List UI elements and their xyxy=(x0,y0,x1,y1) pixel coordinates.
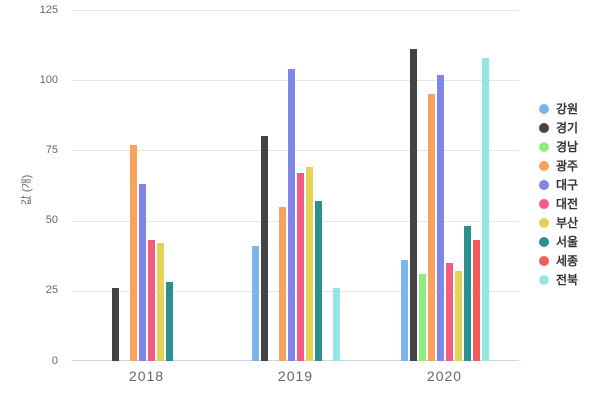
bar[interactable] xyxy=(400,259,408,361)
legend-item[interactable]: 서울 xyxy=(539,236,578,248)
legend-item-label: 대전 xyxy=(556,197,579,211)
gridline xyxy=(72,80,519,82)
y-axis-title: 값 (개) xyxy=(21,174,33,206)
x-axis-tick-label: 2018 xyxy=(128,368,165,384)
legend-item-label: 강원 xyxy=(556,102,579,116)
legend-item-label: 전북 xyxy=(556,273,579,287)
x-axis-tick-labels: 2018 2019 2020 xyxy=(72,368,519,384)
bar[interactable] xyxy=(427,94,435,361)
bar-groups xyxy=(72,10,519,361)
x-axis-tick-label: 2020 xyxy=(426,368,463,384)
bar[interactable] xyxy=(260,136,268,361)
y-axis-tick-label: 0 xyxy=(51,354,58,367)
legend-item-label: 세종 xyxy=(556,254,579,268)
legend-item[interactable]: 경기 xyxy=(539,122,578,134)
legend-item[interactable]: 세종 xyxy=(539,255,578,267)
bar[interactable] xyxy=(409,49,417,361)
bar[interactable] xyxy=(287,68,295,361)
y-axis-tick-label: 50 xyxy=(45,214,58,227)
legend-item[interactable]: 경남 xyxy=(539,141,578,153)
legend-item-label: 경남 xyxy=(556,140,579,154)
y-axis-tick-label: 100 xyxy=(39,73,58,86)
bar[interactable] xyxy=(147,240,155,361)
bar[interactable] xyxy=(472,240,480,361)
legend-marker-icon xyxy=(539,256,549,266)
legend-item[interactable]: 부산 xyxy=(539,217,578,229)
legend-item[interactable]: 대전 xyxy=(539,198,578,210)
bar[interactable] xyxy=(278,206,286,361)
bar[interactable] xyxy=(481,57,489,361)
legend-item-label: 경기 xyxy=(556,121,579,135)
bar[interactable] xyxy=(445,262,453,361)
gridline xyxy=(72,150,519,152)
y-axis-tick-label: 25 xyxy=(45,284,58,297)
bar[interactable] xyxy=(165,282,173,361)
legend-marker-icon xyxy=(539,180,549,190)
bar[interactable] xyxy=(111,288,119,361)
legend-item[interactable]: 광주 xyxy=(539,160,578,172)
legend-marker-icon xyxy=(539,123,549,133)
bar[interactable] xyxy=(418,273,426,361)
bar[interactable] xyxy=(138,184,146,361)
plot-area xyxy=(72,10,519,361)
bar[interactable] xyxy=(314,200,322,361)
bar[interactable] xyxy=(296,172,304,361)
y-axis-tick-label: 125 xyxy=(39,3,58,16)
legend-item-label: 서울 xyxy=(556,235,579,249)
bar-group-2019 xyxy=(221,10,370,361)
legend-marker-icon xyxy=(539,161,549,171)
legend-item-label: 대구 xyxy=(556,178,579,192)
legend-marker-icon xyxy=(539,275,549,285)
legend-item[interactable]: 전북 xyxy=(539,274,578,286)
legend-item-label: 부산 xyxy=(556,216,579,230)
bar[interactable] xyxy=(305,167,313,361)
legend-marker-icon xyxy=(539,104,549,114)
bar[interactable] xyxy=(436,74,444,361)
gridline xyxy=(72,290,519,292)
legend-item[interactable]: 강원 xyxy=(539,103,578,115)
bar[interactable] xyxy=(156,243,164,361)
gridline xyxy=(72,220,519,222)
bar-group-2020 xyxy=(370,10,519,361)
bar[interactable] xyxy=(129,144,137,361)
x-axis-tick-label: 2019 xyxy=(277,368,314,384)
legend-marker-icon xyxy=(539,237,549,247)
bar[interactable] xyxy=(251,245,259,361)
legend-marker-icon xyxy=(539,199,549,209)
bar[interactable] xyxy=(454,271,462,361)
y-axis-tick-label: 75 xyxy=(45,143,58,156)
bar[interactable] xyxy=(463,226,471,361)
legend-marker-icon xyxy=(539,142,549,152)
gridline xyxy=(72,10,519,11)
bar-group-2018 xyxy=(72,10,221,361)
legend-marker-icon xyxy=(539,218,549,228)
legend-item-label: 광주 xyxy=(556,159,579,173)
bar[interactable] xyxy=(332,288,340,361)
x-axis-line xyxy=(72,360,519,361)
legend-item[interactable]: 대구 xyxy=(539,179,578,191)
